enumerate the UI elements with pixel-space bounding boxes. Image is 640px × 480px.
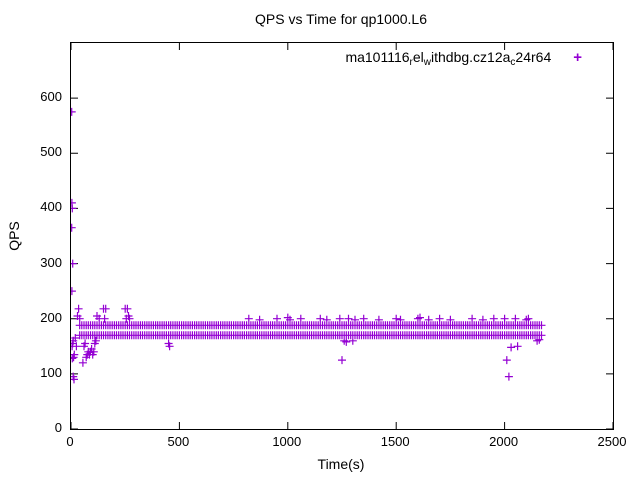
scatter-plot-svg: [71, 43, 613, 429]
y-tick-label: 600: [40, 89, 62, 105]
x-tick-label: 0: [66, 434, 74, 449]
y-tick-label: 200: [40, 309, 62, 325]
x-tick-label: 2000: [489, 434, 519, 449]
y-tick-label: 100: [40, 364, 62, 380]
y-tick-label: 500: [40, 144, 62, 160]
legend: ma101116relwithdbg.cz12ac24r64 +: [345, 49, 582, 68]
y-tick-label: 0: [54, 420, 62, 435]
x-axis-label: Time(s): [317, 456, 365, 472]
chart-title: QPS vs Time for qp1000.L6: [255, 11, 427, 27]
x-tick-label: 1500: [380, 434, 410, 449]
plot-area: [70, 42, 614, 430]
y-axis-label: QPS: [6, 221, 22, 251]
legend-label: ma101116relwithdbg.cz12ac24r64: [345, 49, 552, 68]
x-tick-label: 2500: [597, 434, 627, 449]
y-tick-label: 300: [40, 254, 62, 270]
x-tick-label: 500: [167, 434, 190, 449]
x-tick-label: 1000: [272, 434, 302, 449]
legend-plus-marker-icon: +: [573, 49, 582, 66]
y-tick-label: 400: [40, 199, 62, 215]
